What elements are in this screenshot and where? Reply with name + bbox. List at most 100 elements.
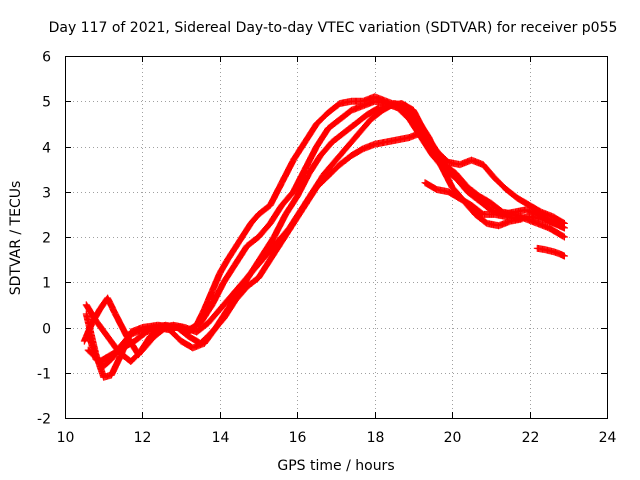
interpolated-points: [325, 162, 343, 179]
interpolated-points: [492, 175, 509, 192]
interpolated-points: [278, 157, 297, 185]
x-tick-label: 22: [522, 430, 540, 446]
y-tick-label: 2: [42, 231, 51, 247]
x-tick-label: 24: [599, 430, 617, 446]
interpolated-points: [263, 239, 281, 258]
interpolated-points: [244, 234, 261, 249]
interpolated-points: [81, 320, 96, 344]
interpolated-points: [442, 161, 459, 177]
interpolated-points: [201, 289, 216, 312]
interpolated-points: [205, 306, 223, 326]
interpolated-points: [248, 211, 262, 226]
y-tick-label: 4: [42, 141, 51, 157]
interpolated-points: [108, 352, 125, 378]
interpolated-points: [290, 139, 308, 163]
interpolated-points: [403, 103, 420, 122]
interpolated-points: [317, 139, 335, 158]
interpolated-points: [527, 202, 544, 215]
interpolated-points: [314, 110, 331, 127]
interpolated-points: [503, 186, 521, 202]
interpolated-points: [368, 107, 385, 122]
x-tick-label: 16: [289, 430, 307, 446]
x-tick-label: 14: [212, 430, 230, 446]
interpolated-points: [345, 130, 362, 149]
interpolated-points: [480, 162, 498, 181]
interpolated-points: [476, 193, 494, 206]
interpolated-points: [85, 347, 103, 364]
data-point: [560, 233, 568, 241]
interpolated-points: [256, 202, 273, 218]
interpolated-points: [147, 324, 165, 340]
interpolated-points: [329, 130, 347, 145]
interpolated-points: [104, 334, 122, 355]
interpolated-points: [445, 188, 463, 202]
interpolated-points: [349, 145, 366, 159]
series-trace-6: [421, 179, 568, 232]
interpolated-points: [418, 135, 436, 158]
x-tick-label: 18: [367, 430, 385, 446]
interpolated-points: [337, 107, 354, 122]
interpolated-points: [271, 212, 289, 240]
y-tick-label: 3: [42, 186, 51, 202]
data-point: [560, 224, 568, 232]
interpolated-points: [453, 175, 471, 195]
interpolated-points: [465, 184, 482, 199]
interpolated-points: [298, 189, 316, 213]
interpolated-points: [232, 243, 250, 267]
interpolated-points: [364, 105, 381, 118]
interpolated-points: [194, 320, 211, 335]
interpolated-points: [395, 105, 413, 122]
interpolated-points: [279, 189, 296, 208]
interpolated-points: [476, 198, 494, 213]
x-tick-label: 20: [444, 430, 462, 446]
data-points: [80, 93, 568, 381]
interpolated-points: [422, 179, 439, 193]
y-tick-label: 0: [42, 322, 51, 338]
y-tick-label: 6: [42, 50, 51, 66]
series-trace-7: [533, 244, 568, 260]
interpolated-points: [116, 349, 134, 365]
interpolated-points: [104, 295, 119, 317]
interpolated-points: [209, 270, 223, 294]
interpolated-points: [302, 121, 320, 145]
interpolated-points: [132, 329, 149, 344]
interpolated-points: [290, 166, 308, 195]
interpolated-points: [414, 117, 432, 140]
interpolated-points: [341, 121, 358, 136]
interpolated-points: [546, 225, 567, 240]
x-axis-label: GPS time / hours: [277, 458, 394, 474]
interpolated-points: [197, 302, 215, 326]
y-tick-label: 5: [42, 95, 51, 111]
interpolated-points: [217, 257, 231, 276]
interpolated-points: [425, 135, 444, 167]
chart-title: Day 117 of 2021, Sidereal Day-to-day VTE…: [49, 20, 618, 36]
interpolated-points: [356, 116, 374, 136]
interpolated-points: [337, 152, 354, 168]
interpolated-points: [252, 252, 269, 272]
interpolated-points: [228, 279, 246, 299]
interpolated-points: [457, 195, 474, 209]
interpolated-points: [259, 234, 277, 258]
interpolated-points: [550, 213, 567, 227]
interpolated-points: [313, 126, 331, 149]
interpolated-points: [255, 257, 273, 281]
interpolated-points: [515, 195, 532, 209]
interpolated-points: [267, 180, 285, 208]
interpolated-points: [224, 239, 242, 262]
data-point: [560, 252, 568, 260]
interpolated-points: [325, 116, 343, 132]
interpolated-points: [236, 221, 254, 244]
interpolated-points: [352, 112, 370, 127]
series-trace-5: [80, 100, 526, 359]
interpolated-points: [240, 266, 258, 285]
interpolated-points: [275, 225, 293, 244]
interpolated-points: [135, 334, 153, 357]
interpolated-points: [306, 153, 324, 176]
interpolated-points: [325, 100, 343, 116]
interpolated-points: [217, 293, 235, 312]
y-tick-label: -2: [37, 412, 51, 428]
interpolated-points: [198, 329, 215, 346]
interpolated-points: [101, 356, 114, 369]
